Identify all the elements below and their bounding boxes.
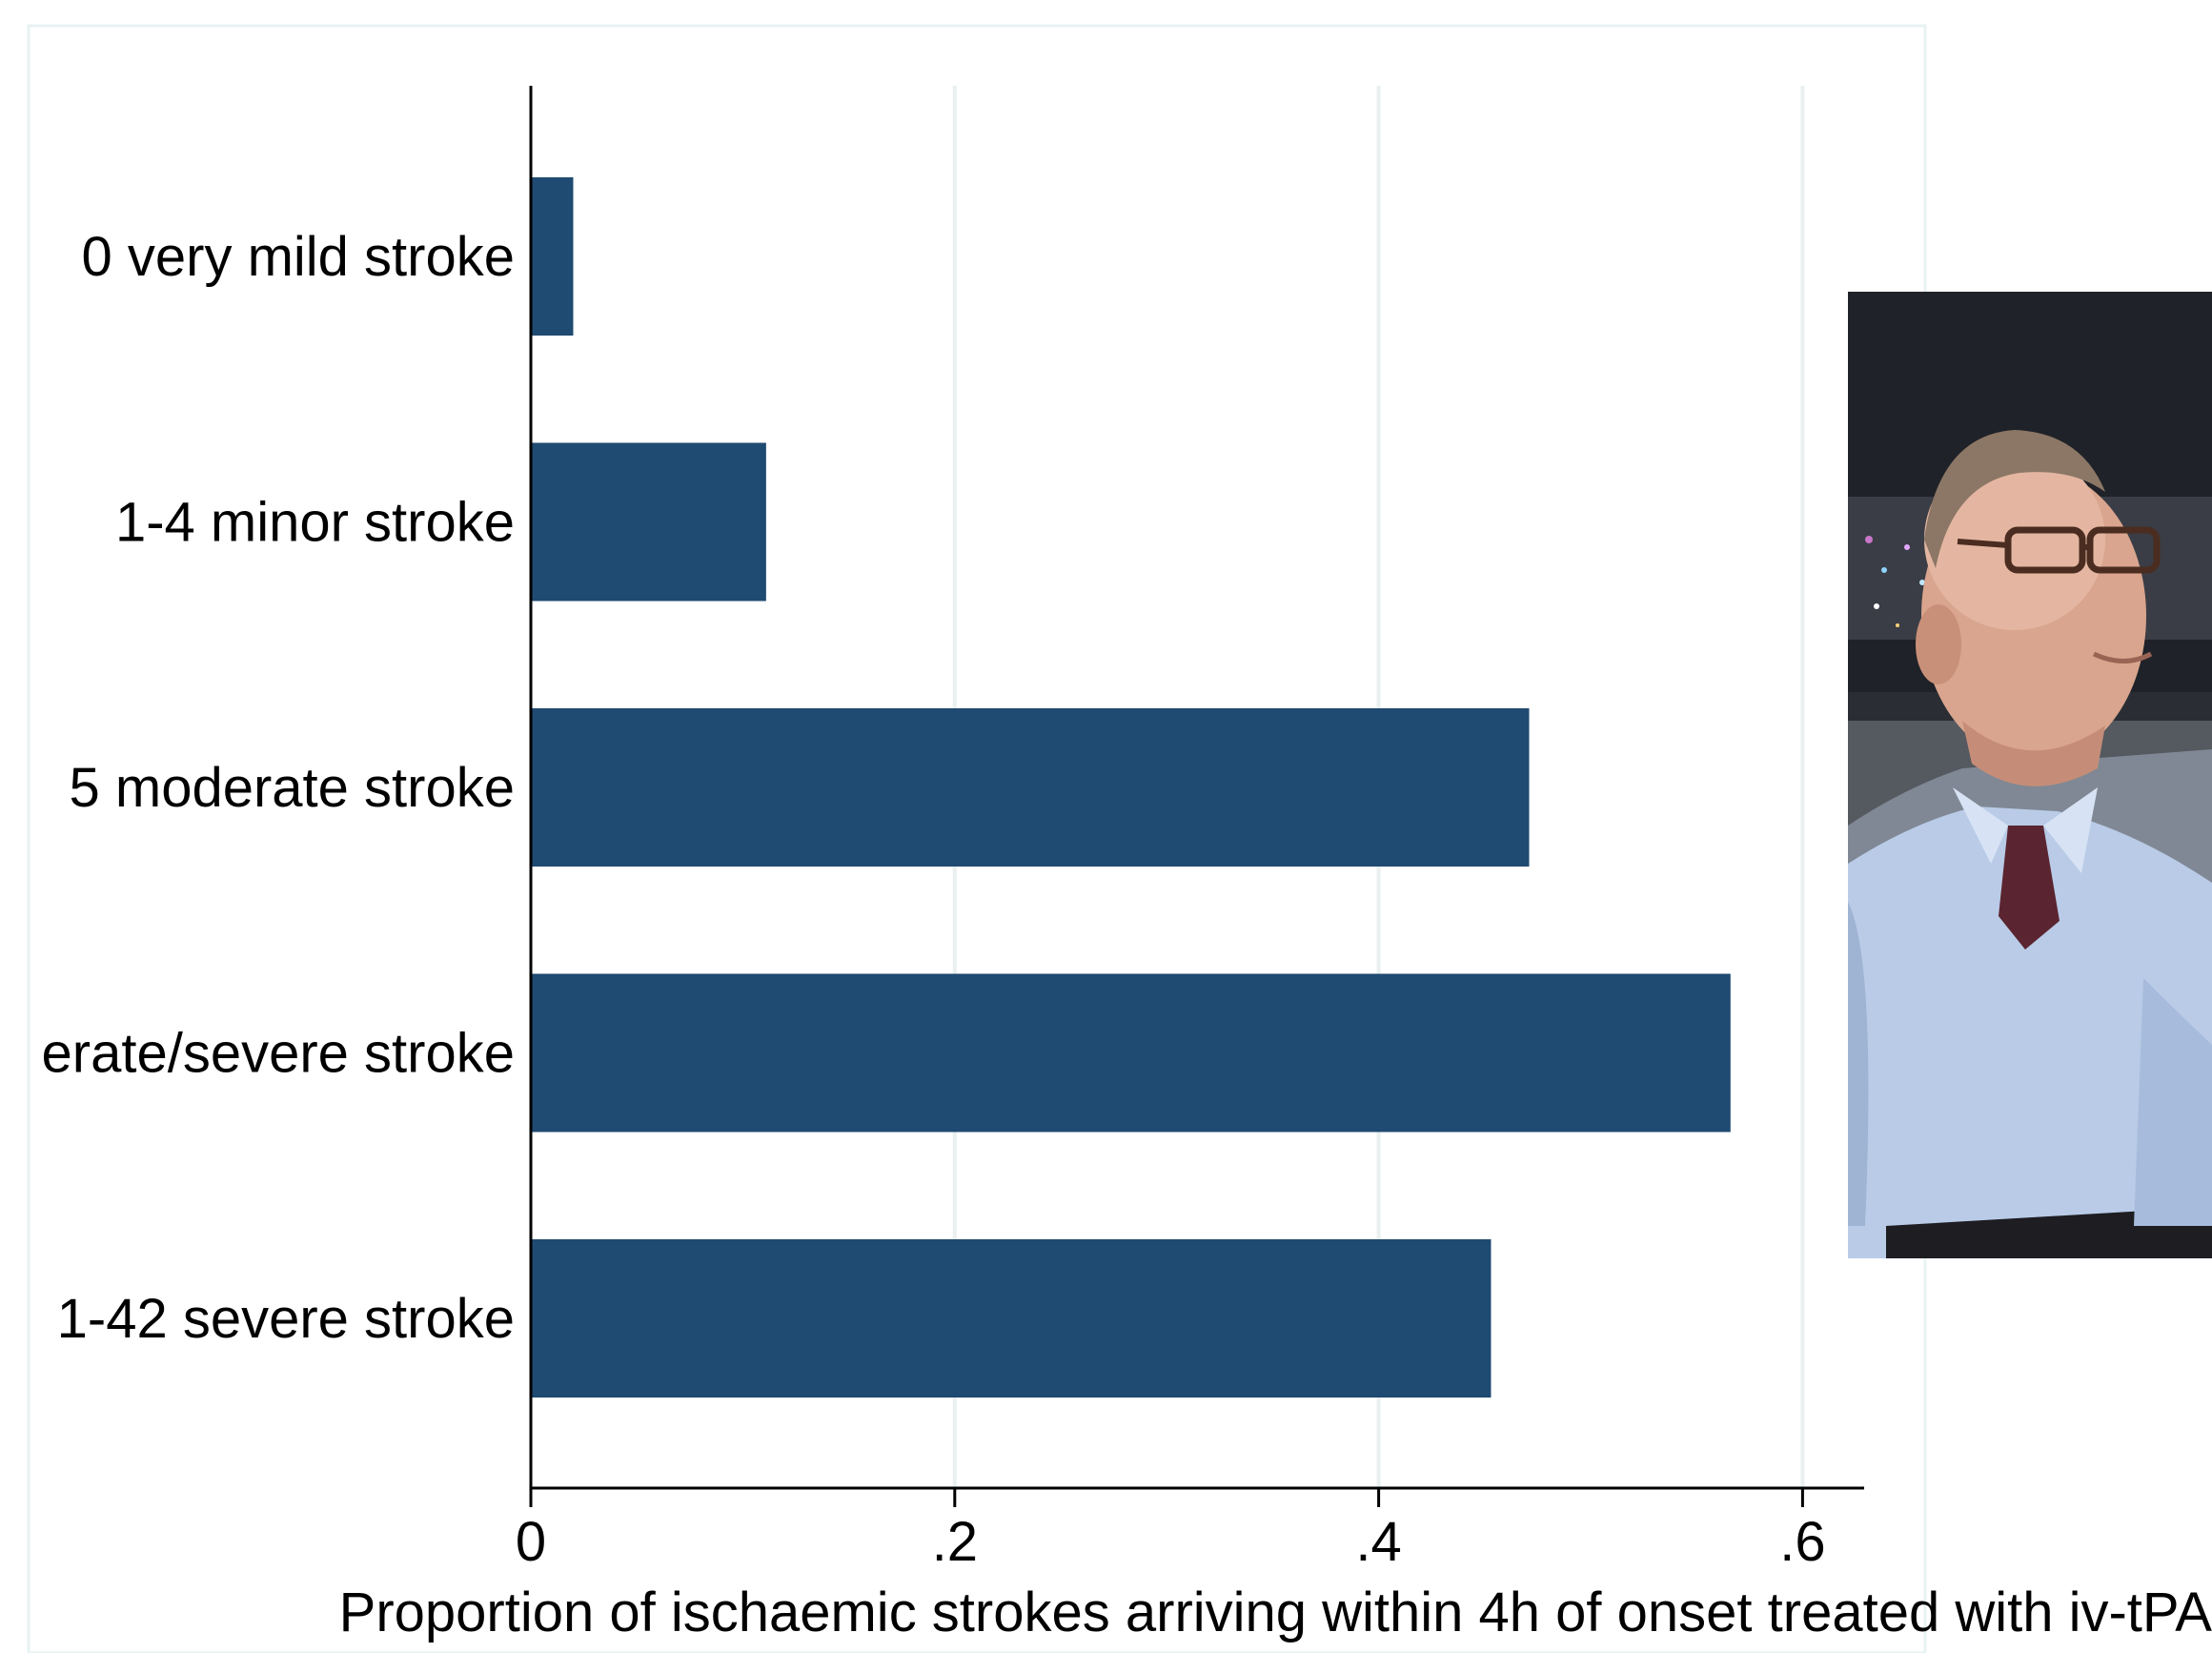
bar: [531, 708, 1530, 867]
category-label: 1-4 minor stroke: [115, 492, 515, 554]
portrait-photo: [1848, 292, 2212, 1258]
x-tick-label: 0: [516, 1511, 546, 1573]
bar: [531, 973, 1731, 1133]
x-ticks: 0 .2 .4 .6: [516, 1488, 1826, 1573]
category-label: erate/severe stroke: [42, 1023, 515, 1085]
bar: [531, 177, 574, 336]
x-tick-label: .6: [1779, 1511, 1825, 1573]
axes: [529, 86, 1864, 1490]
category-label: 5 moderate stroke: [70, 757, 515, 819]
x-axis-title: Proportion of ischaemic strokes arriving…: [339, 1582, 2212, 1643]
x-tick-label: .4: [1355, 1511, 1401, 1573]
category-labels: 0 very mild stroke 1-4 minor stroke 5 mode…: [42, 226, 515, 1350]
portrait-image: [1848, 292, 2212, 1258]
bar: [531, 1239, 1492, 1398]
bars: [531, 177, 1731, 1398]
category-label: 0 very mild stroke: [82, 226, 515, 288]
category-label: 1-42 severe stroke: [57, 1288, 515, 1350]
bar: [531, 442, 766, 602]
x-tick-label: .2: [932, 1511, 978, 1573]
